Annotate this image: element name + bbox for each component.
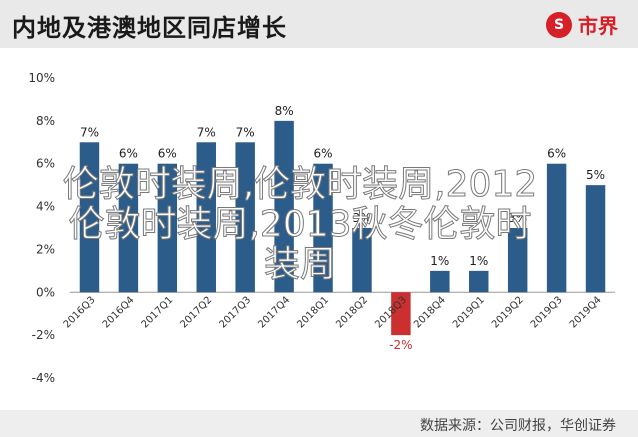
data-label: 7% [236, 125, 255, 139]
y-tick-label: 10% [28, 71, 55, 85]
x-tick-label: 2019Q2 [490, 295, 526, 331]
data-label: 6% [547, 147, 566, 161]
bar-2018Q2 [352, 228, 372, 293]
bar-2016Q4 [118, 163, 139, 293]
x-tick-label: 2019Q1 [451, 295, 487, 331]
x-tick-label: 2018Q2 [334, 295, 370, 331]
bar-2019Q3 [546, 163, 567, 293]
bar-chart: -4% -2% 0% 2% 4% 6% 8% 10% 7% 6% 6% 7% 7% 8% 6% 3% -2% 1… [28, 71, 615, 385]
y-tick-label: 2% [36, 242, 55, 256]
y-tick-label: -2% [32, 328, 55, 342]
bar-2016Q3 [79, 142, 100, 293]
y-tick-label: 6% [36, 157, 55, 171]
source-bar: 数据来源：公司财报，华创证券 [0, 410, 638, 437]
x-tick-label: 2017Q2 [179, 295, 215, 331]
logo-icon: S [546, 11, 572, 38]
bar-2019Q4 [585, 185, 606, 293]
bar-2018Q4 [430, 270, 450, 293]
bar-2019Q2 [507, 228, 528, 293]
data-label: 7% [80, 125, 99, 139]
bar-2017Q2 [196, 142, 216, 293]
data-label: 5% [586, 168, 605, 182]
data-label: 6% [119, 147, 138, 161]
y-tick-label: 0% [36, 285, 55, 299]
bar-2018Q1 [313, 163, 333, 293]
y-tick-label: -4% [32, 371, 55, 385]
x-tick-label: 2019Q3 [529, 295, 565, 331]
x-tick-label: 2017Q4 [256, 295, 292, 331]
data-label: 3% [508, 211, 527, 225]
data-label: 7% [197, 125, 216, 139]
data-label: 1% [469, 254, 488, 268]
data-label: 6% [314, 147, 333, 161]
x-axis-labels: 2016Q3 2016Q4 2017Q1 2017Q2 2017Q3 2017Q4 2018… [62, 295, 604, 331]
data-label: 3% [352, 211, 371, 225]
data-label: -2% [389, 338, 412, 352]
data-label: 8% [275, 104, 294, 118]
x-tick-label: 2019Q4 [568, 295, 604, 331]
bar-2017Q3 [235, 142, 255, 293]
bars: 7% 6% 6% 7% 7% 8% 6% 3% -2% 1% 1% 3% 6% 5% [79, 104, 606, 352]
x-tick-label: 2018Q4 [412, 295, 448, 331]
page-title: 内地及港澳地区同店增长 [12, 14, 287, 42]
source-text: 数据来源：公司财报，华创证券 [420, 418, 616, 434]
x-tick-label: 2018Q1 [295, 295, 331, 331]
bar-2019Q1 [469, 270, 489, 293]
bar-2017Q4 [274, 120, 294, 293]
x-tick-label: 2016Q3 [62, 295, 98, 331]
y-tick-label: 4% [36, 200, 55, 214]
x-tick-label: 2017Q1 [140, 295, 176, 331]
y-tick-label: 8% [36, 114, 55, 128]
data-label: 1% [430, 254, 449, 268]
brand-logo: S 市界 [546, 10, 618, 39]
bar-2018Q3 [391, 292, 411, 336]
header: 内地及港澳地区同店增长 S 市界 [0, 0, 638, 48]
x-tick-label: 2017Q3 [217, 295, 253, 331]
bar-2017Q1 [157, 163, 178, 293]
logo-text: 市界 [578, 14, 618, 38]
x-tick-label: 2016Q4 [101, 295, 137, 331]
data-label: 6% [158, 147, 177, 161]
watermark-text: 伦敦时装周,伦敦时装周,2012伦敦时装周,2013秋冬伦敦时装周 [62, 164, 538, 285]
